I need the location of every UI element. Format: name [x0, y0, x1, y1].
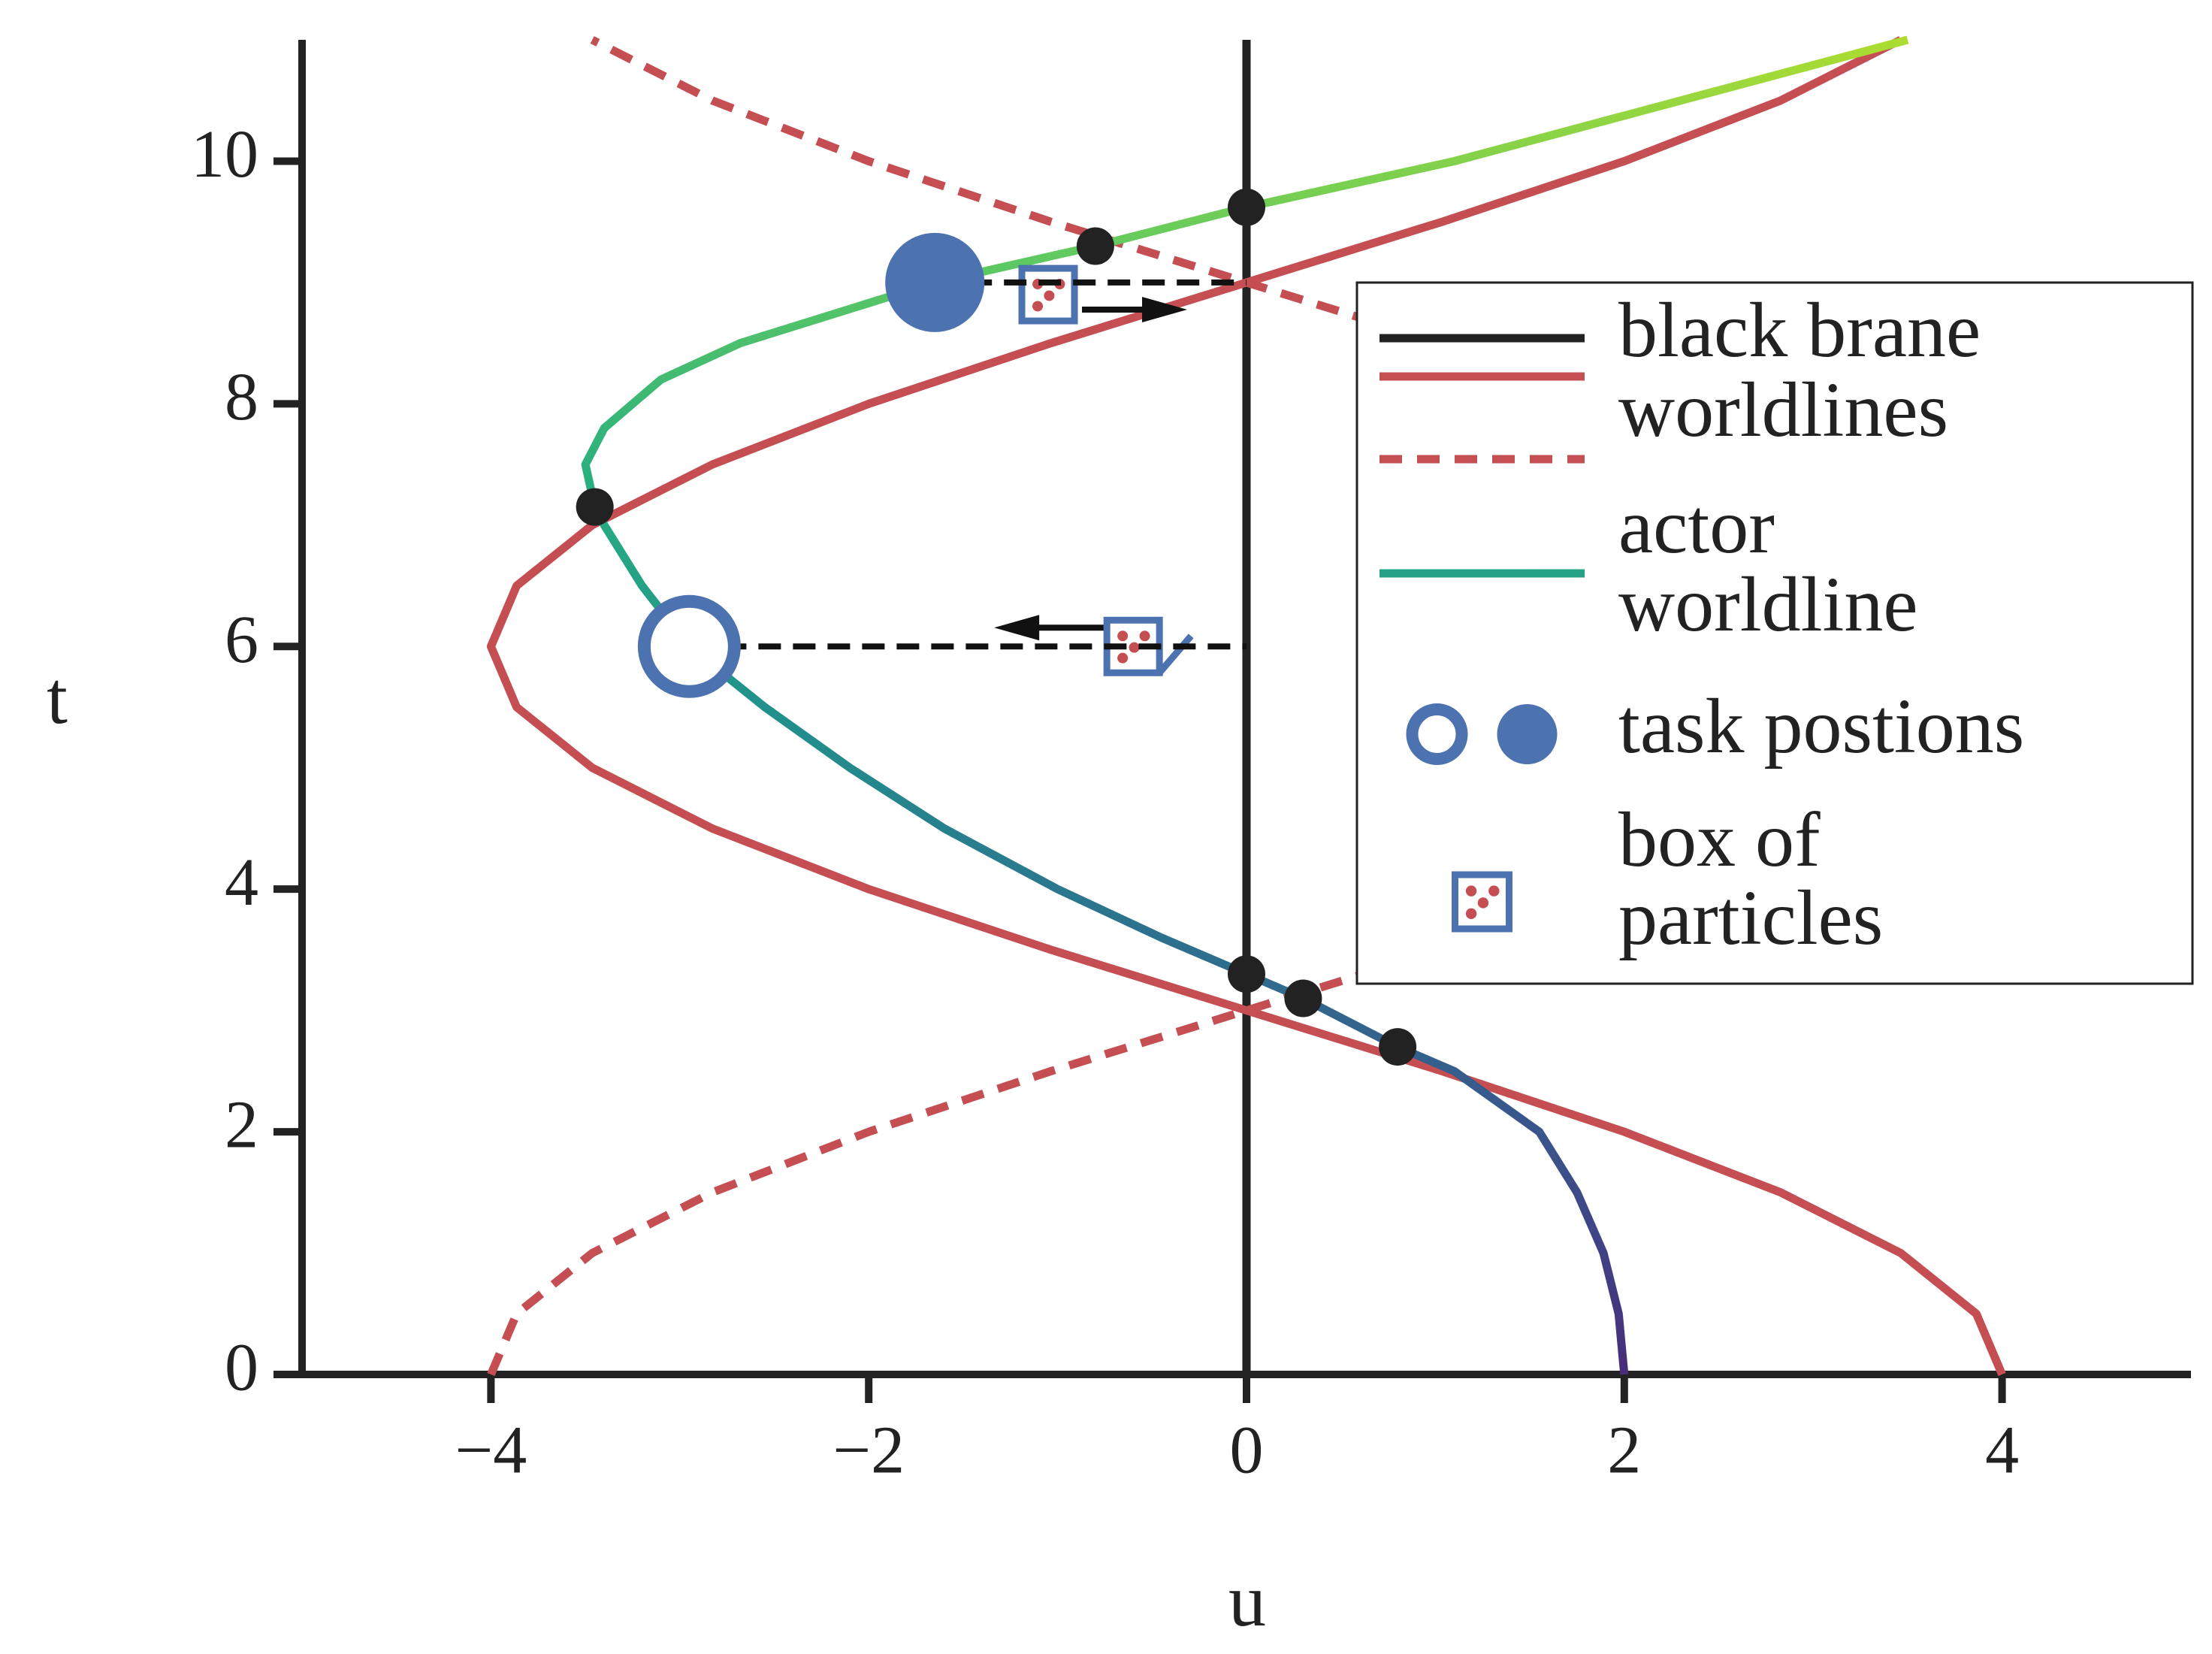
event-dot [1379, 1028, 1417, 1066]
x-tick-label: 0 [1230, 1414, 1264, 1488]
box-lid [1156, 633, 1194, 676]
legend-label: actor worldline [1618, 483, 1918, 648]
task-position [637, 594, 741, 698]
x-tick-label: −4 [455, 1414, 527, 1488]
particle [1477, 897, 1489, 909]
x-tick-label: −2 [833, 1414, 905, 1488]
particle [1032, 301, 1044, 312]
event-dot [576, 488, 614, 526]
particle [1488, 885, 1500, 897]
y-tick-label: 4 [225, 845, 258, 920]
legend-swatch [1406, 703, 1468, 765]
particle-box [1018, 265, 1078, 325]
event-dot [1228, 955, 1265, 993]
arrow-head [994, 615, 1040, 641]
arrow-head [1142, 297, 1188, 323]
y-tick-label: 8 [225, 360, 258, 434]
legend-box [1355, 281, 2194, 985]
legend-swatch [1452, 871, 1512, 933]
y-tick-label: 10 [191, 117, 258, 192]
series-line [486, 36, 2006, 1377]
y-tick-label: 6 [225, 603, 258, 677]
particle [1129, 642, 1140, 653]
legend-swatch [1497, 704, 1558, 764]
particle [1117, 652, 1129, 664]
event-dot [1284, 979, 1322, 1017]
particle [1117, 630, 1129, 642]
y-tick-label: 2 [225, 1088, 258, 1163]
legend-label: worldlines [1618, 367, 1948, 453]
x-tick-label: 2 [1607, 1414, 1641, 1488]
x-tick-label: 4 [1985, 1414, 2019, 1488]
particle [1465, 885, 1477, 897]
legend-label: black brane [1618, 287, 1981, 373]
task-position [885, 232, 985, 332]
legend-label: box of particles [1618, 797, 1883, 961]
event-dot [1076, 227, 1114, 265]
particle [1044, 290, 1055, 301]
x-axis-label: u [1228, 1559, 1266, 1642]
particle [1465, 908, 1477, 920]
event-dot [1228, 188, 1265, 226]
legend-label: task postions [1618, 683, 2024, 770]
y-tick-label: 0 [225, 1331, 258, 1405]
particle [1139, 630, 1150, 642]
y-axis-label: t [47, 656, 68, 739]
